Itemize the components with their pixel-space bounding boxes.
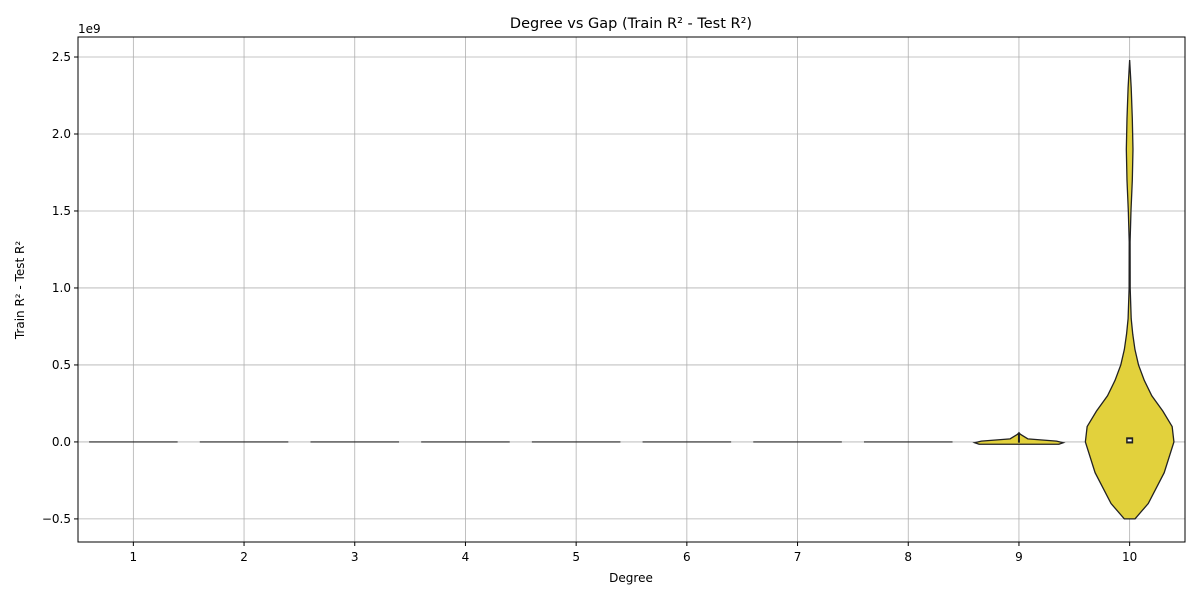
x-tick-label: 8 bbox=[904, 550, 912, 564]
x-tick-label: 7 bbox=[794, 550, 802, 564]
x-axis-label: Degree bbox=[609, 571, 653, 585]
y-tick-label: −0.5 bbox=[42, 512, 71, 526]
x-tick-label: 2 bbox=[240, 550, 248, 564]
y-axis-ticks: −0.5 0.0 0.5 1.0 1.5 2.0 2.5 bbox=[42, 50, 78, 526]
x-tick-label: 9 bbox=[1015, 550, 1023, 564]
y-offset-label: 1e9 bbox=[78, 22, 101, 36]
x-tick-label: 6 bbox=[683, 550, 691, 564]
x-tick-label: 10 bbox=[1122, 550, 1137, 564]
y-tick-label: 1.5 bbox=[52, 204, 71, 218]
plot-frame bbox=[77, 36, 1186, 543]
y-tick-label: 2.5 bbox=[52, 50, 71, 64]
y-tick-label: 2.0 bbox=[52, 127, 71, 141]
y-tick-label: 0.5 bbox=[52, 358, 71, 372]
x-tick-label: 3 bbox=[351, 550, 359, 564]
y-tick-label: 0.0 bbox=[52, 435, 71, 449]
x-tick-label: 4 bbox=[462, 550, 470, 564]
y-axis-label: Train R² - Test R² bbox=[13, 241, 27, 340]
median-degree-10 bbox=[1127, 439, 1132, 442]
chart-title: Degree vs Gap (Train R² - Test R²) bbox=[510, 16, 752, 32]
violins bbox=[89, 60, 1175, 520]
violin-degree-10 bbox=[1084, 60, 1175, 520]
x-tick-label: 1 bbox=[130, 550, 138, 564]
y-tick-label: 1.0 bbox=[52, 281, 71, 295]
x-tick-label: 5 bbox=[572, 550, 580, 564]
x-axis-ticks: 1 2 3 4 5 6 7 8 9 10 bbox=[130, 542, 1137, 564]
